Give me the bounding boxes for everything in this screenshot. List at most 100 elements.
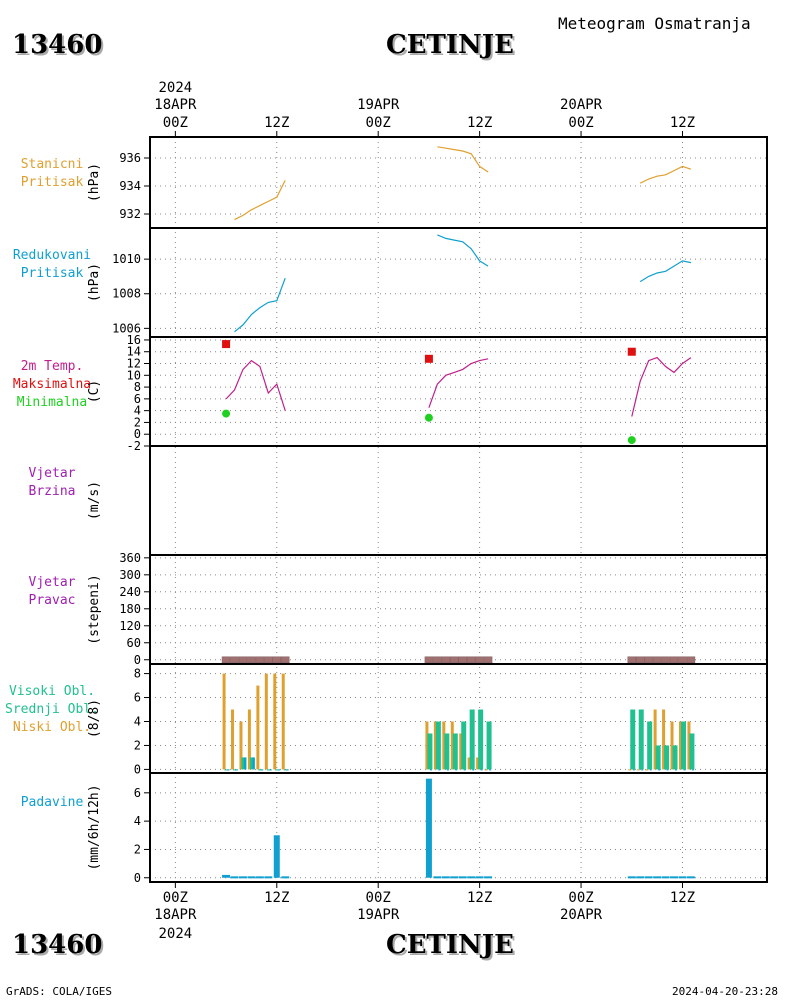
cloud-bar-srednji-18 (647, 721, 653, 770)
series-line-station_pressure-0 (234, 180, 286, 221)
precip-bar-6 (273, 835, 280, 878)
time-hour-top-4: 00Z (568, 115, 593, 131)
cloud-bar-srednji-9 (435, 721, 441, 770)
time-date-top-2: 19APR (357, 97, 400, 113)
wind-dir-marker-17 (635, 656, 645, 664)
cloud-bar-visoki-22 (683, 769, 686, 771)
ytick-label-wind_direction-3: 180 (119, 602, 141, 616)
precip-bar-17 (636, 876, 645, 879)
wind-dir-marker-9 (433, 656, 442, 664)
panel-label-wind_direction-1: Pravac (29, 593, 76, 608)
wind-dir-marker-10 (441, 656, 451, 664)
ytick-label-temperature-0: -2 (127, 439, 141, 453)
precip-bar-15 (484, 876, 493, 879)
wind-dir-marker-1 (230, 656, 239, 664)
cloud-bar-niski-0 (222, 673, 226, 770)
cloud-bar-srednji-13 (469, 709, 475, 770)
station-name-top: CETINJE (386, 30, 514, 60)
precip-bar-12 (458, 876, 467, 879)
time-hour-top-2: 00Z (366, 115, 391, 131)
wind-dir-marker-20 (661, 656, 670, 664)
ytick-label-station_pressure-1: 934 (119, 179, 141, 193)
time-hour-top-0: 00Z (163, 115, 188, 131)
ytick-label-clouds-0: 0 (134, 762, 141, 776)
time-date-bottom-2: 19APR (357, 907, 400, 923)
cloud-bar-visoki-23 (691, 769, 694, 771)
ytick-label-precipitation-0: 0 (134, 871, 141, 885)
cloud-bar-visoki-14 (480, 769, 483, 771)
cloud-bar-visoki-20 (666, 769, 669, 771)
cloud-bar-niski-5 (264, 673, 268, 770)
ytick-label-clouds-1: 2 (134, 738, 141, 752)
time-date-bottom-4: 20APR (560, 907, 603, 923)
series-line-temperature-2 (631, 356, 692, 417)
max-temp-marker-0 (222, 340, 231, 349)
cloud-bar-visoki-5 (269, 769, 272, 771)
precip-bar-8 (425, 778, 432, 878)
time-hour-bottom-4: 00Z (568, 890, 593, 906)
cloud-bar-niski-6 (273, 673, 277, 770)
unit-label-temperature: (C) (87, 380, 102, 403)
series-line-reduced_pressure-0 (234, 277, 286, 333)
precip-bar-0 (222, 874, 231, 878)
precip-bar-10 (441, 876, 450, 879)
panel-label-wind_speed-0: Vjetar (29, 466, 76, 481)
cloud-bar-srednji-23 (689, 733, 695, 770)
cloud-bar-visoki-10 (446, 769, 449, 771)
panel-label-temperature-2: Minimalna (17, 395, 87, 410)
panel-frame-wind_direction (149, 554, 768, 665)
footer-timestamp: 2024-04-20-23:28 (672, 985, 778, 998)
panel-label-station_pressure-0: Stanicni (21, 157, 84, 172)
precip-bar-5 (264, 876, 273, 879)
ytick-label-precipitation-3: 6 (134, 786, 141, 800)
wind-dir-marker-2 (238, 656, 248, 664)
panel-label-clouds-2: Niski Obl. (13, 720, 91, 735)
wind-dir-marker-18 (644, 656, 653, 664)
precip-bar-16 (627, 876, 636, 879)
cloud-bar-niski-12 (459, 733, 463, 770)
cloud-bar-visoki-9 (438, 769, 441, 771)
panel-label-station_pressure-1: Pritisak (21, 175, 84, 190)
series-line-reduced_pressure-1 (437, 234, 489, 267)
cloud-bar-visoki-13 (472, 769, 475, 771)
panel-label-reduced_pressure-1: Pritisak (21, 266, 84, 281)
precip-bar-19 (653, 876, 662, 879)
station-id-top: 13460 (12, 30, 103, 60)
unit-label-reduced_pressure: (hPa) (87, 263, 102, 302)
cloud-bar-srednji-8 (427, 733, 433, 770)
ytick-label-wind_direction-0: 0 (134, 653, 141, 667)
cloud-bar-visoki-17 (641, 769, 644, 771)
wind-dir-marker-6 (272, 656, 282, 664)
panel-label-temperature-0: 2m Temp. (21, 359, 84, 374)
series-line-station_pressure-1 (437, 146, 489, 173)
cloud-bar-niski-15 (484, 769, 488, 771)
ytick-label-wind_direction-2: 120 (119, 619, 141, 633)
cloud-bar-niski-8 (425, 721, 429, 770)
series-line-temperature-0 (225, 359, 286, 411)
panel-frame-wind_speed (149, 445, 768, 556)
panel-label-clouds-0: Visoki Obl. (9, 684, 95, 699)
wind-dir-marker-22 (678, 656, 687, 664)
series-line-reduced_pressure-2 (639, 260, 692, 283)
time-year-top: 2024 (158, 80, 192, 96)
unit-label-clouds: (8/8) (87, 699, 102, 738)
wind-dir-marker-16 (627, 656, 637, 664)
ytick-label-precipitation-2: 4 (134, 814, 141, 828)
cloud-bar-visoki-8 (429, 769, 432, 771)
ytick-label-temperature-4: 6 (134, 392, 141, 406)
cloud-bar-visoki-18 (649, 769, 652, 771)
cloud-bar-niski-23 (687, 721, 691, 770)
time-hour-top-3: 12Z (467, 115, 492, 131)
cloud-bar-visoki-7 (286, 769, 289, 771)
cloud-bar-srednji-19 (655, 745, 661, 770)
ytick-label-reduced_pressure-1: 1008 (112, 287, 141, 301)
min-temp-marker-1 (424, 413, 433, 422)
series-line-station_pressure-2 (639, 165, 692, 184)
panel-frame-reduced_pressure (149, 227, 768, 338)
time-date-top-0: 18APR (154, 97, 197, 113)
cloud-bar-niski-11 (450, 721, 454, 770)
unit-label-wind_speed: (m/s) (87, 481, 102, 520)
ytick-label-reduced_pressure-0: 1006 (112, 321, 141, 335)
wind-dir-marker-23 (686, 656, 696, 664)
cloud-bar-visoki-1 (235, 769, 238, 771)
